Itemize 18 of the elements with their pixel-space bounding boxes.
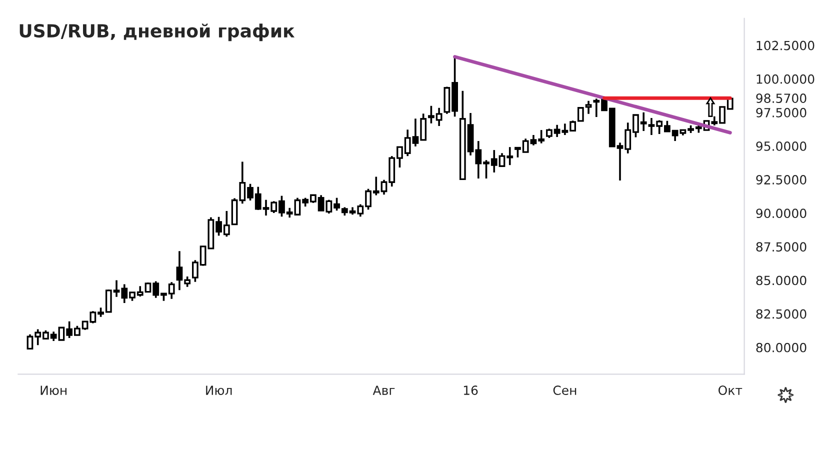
- x-tick-label: Сен: [553, 386, 576, 396]
- x-tick-label: Окт: [718, 386, 742, 396]
- x-tick-label: Июл: [206, 386, 232, 396]
- x-tick-label: Июн: [40, 386, 66, 396]
- y-tick-label: 82.5000: [756, 309, 806, 319]
- x-tick-label: 16: [464, 386, 478, 396]
- y-tick-label: 85.0000: [756, 276, 806, 286]
- y-tick-label: 80.0000: [756, 342, 806, 352]
- y-tick-label: 87.5000: [756, 242, 806, 252]
- chart-title: USD/RUB, дневной график: [20, 24, 295, 42]
- y-tick-label: 100.0000: [756, 74, 814, 84]
- y-tick-label: 97.5000: [756, 108, 806, 118]
- y-tick-label: 92.5000: [756, 175, 806, 184]
- y-tick-label: 98.5700: [756, 94, 806, 104]
- y-tick-label: 90.0000: [756, 208, 806, 218]
- x-tick-label: Авг: [372, 386, 395, 395]
- y-tick-label: 102.5000: [756, 40, 814, 50]
- y-tick-label: 95.0000: [756, 141, 806, 151]
